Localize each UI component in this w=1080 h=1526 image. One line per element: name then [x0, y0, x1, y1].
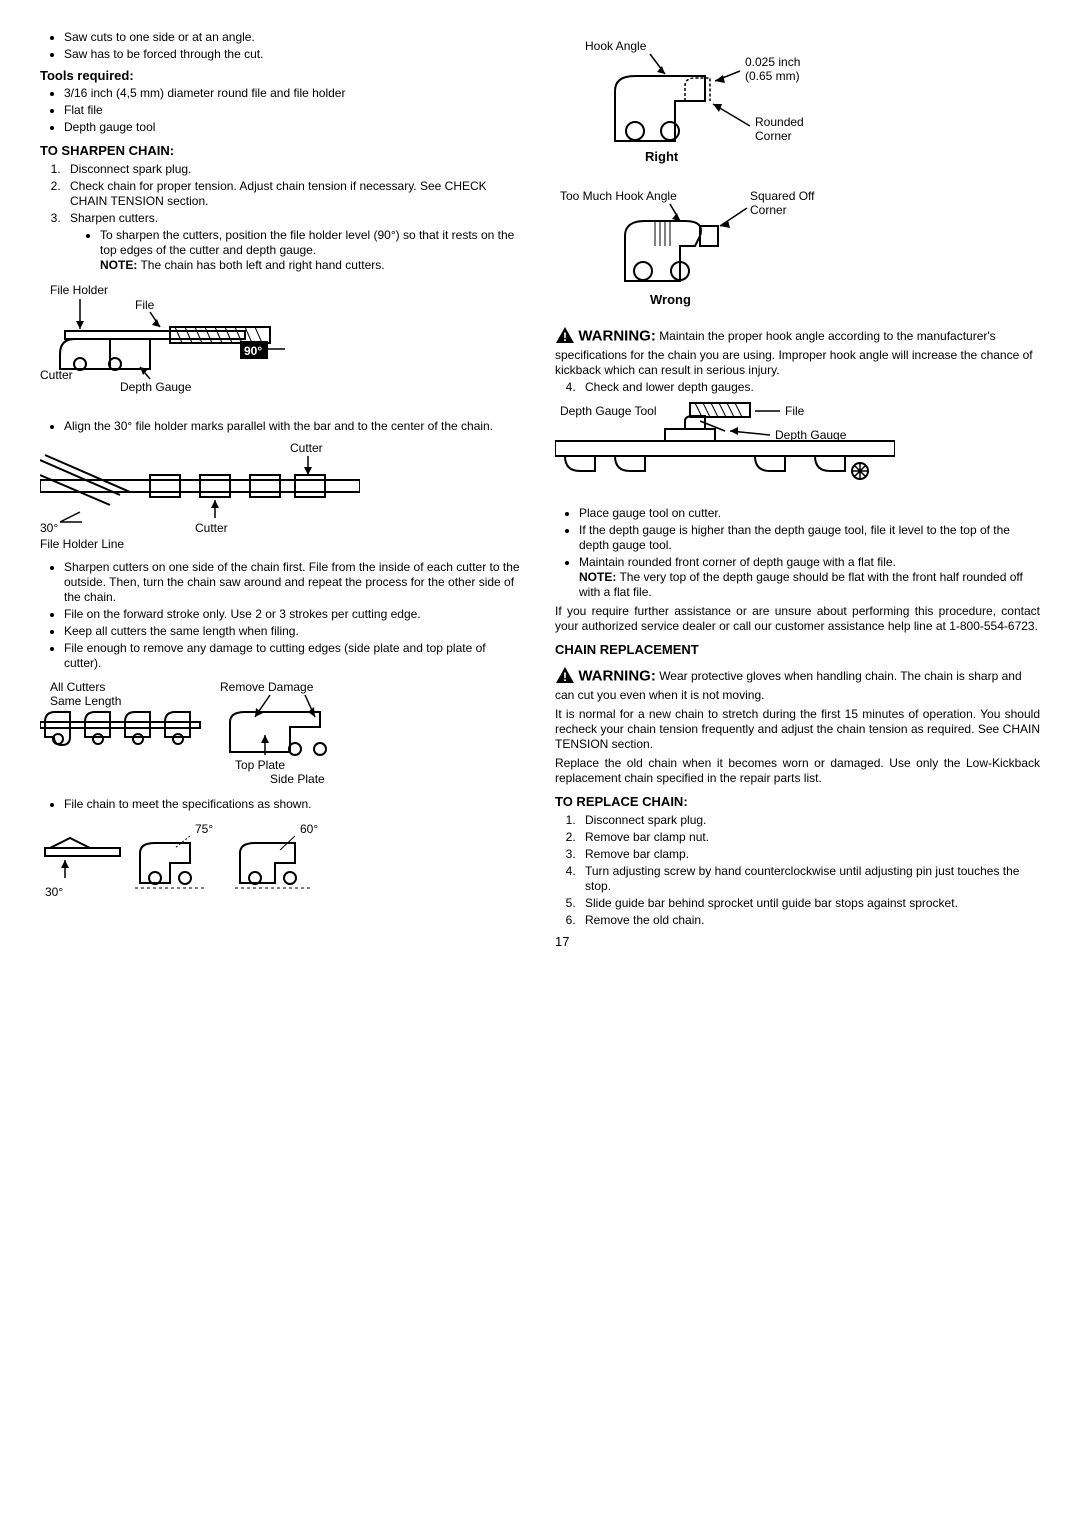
warning-block-2: ! WARNING: Wear protective gloves when h…: [555, 666, 1040, 703]
file-holder-label: File Holder: [50, 283, 108, 297]
chain-top-view-diagram: Cutter Cutter 30° File Holder Line: [40, 440, 525, 550]
list-item: Align the 30° file holder marks parallel…: [64, 419, 525, 434]
file-label: File: [785, 404, 805, 418]
list-item: Turn adjusting screw by hand countercloc…: [579, 864, 1040, 894]
list-item: Disconnect spark plug.: [64, 162, 525, 177]
list-item: Maintain rounded front corner of depth g…: [579, 555, 1040, 600]
bullet-text: Maintain rounded front corner of depth g…: [579, 555, 896, 569]
list-item: If the depth gauge is higher than the de…: [579, 523, 1040, 553]
corner-label: Corner: [755, 129, 792, 143]
page-columns: Saw cuts to one side or at an angle. Saw…: [40, 30, 1040, 950]
list-item: Sharpen cutters on one side of the chain…: [64, 560, 525, 605]
angle-30-label: 30°: [45, 885, 63, 899]
page-number: 17: [555, 934, 1040, 950]
svg-text:!: !: [563, 330, 567, 344]
depth-gauge-label: Depth Gauge: [120, 380, 192, 394]
substep-text: To sharpen the cutters, position the fil…: [100, 228, 514, 257]
align-bullet-list: Align the 30° file holder marks parallel…: [40, 419, 525, 434]
list-item: Check and lower depth gauges.: [579, 380, 1040, 395]
list-item: Remove the old chain.: [579, 913, 1040, 928]
cutter-label: Cutter: [40, 368, 73, 382]
tools-required-heading: Tools required:: [40, 68, 525, 84]
note-label: NOTE:: [100, 258, 137, 272]
same-length-label: Same Length: [50, 694, 121, 708]
list-item: Flat file: [64, 103, 525, 118]
too-much-label: Too Much Hook Angle: [560, 189, 677, 203]
list-item: File enough to remove any damage to cutt…: [64, 641, 525, 671]
rounded-label: Rounded: [755, 115, 804, 129]
file-holder-diagram: File Holder File 90° Cutter Depth Gauge: [40, 279, 525, 409]
warning-icon: !: [555, 326, 575, 348]
list-item: Place gauge tool on cutter.: [579, 506, 1040, 521]
warning-block: ! WARNING: Maintain the proper hook angl…: [555, 326, 1040, 378]
depth-gauge-label: Depth Gauge: [775, 428, 847, 442]
list-item: Sharpen cutters. To sharpen the cutters,…: [64, 211, 525, 273]
warning-label: WARNING:: [578, 328, 656, 345]
list-item: Remove bar clamp nut.: [579, 830, 1040, 845]
angle-90-label: 90°: [244, 344, 262, 358]
wrong-hook-angle-diagram: Too Much Hook Angle Squared Off Corner W…: [555, 186, 1040, 316]
file-spec-bullet: File chain to meet the specifications as…: [40, 797, 525, 812]
depth-gauge-tool-diagram: Depth Gauge Tool File Depth Gauge: [555, 401, 1040, 496]
list-item: Disconnect spark plug.: [579, 813, 1040, 828]
cutters-length-diagram: All Cutters Same Length Remove Damage To…: [40, 677, 525, 787]
list-item: Depth gauge tool: [64, 120, 525, 135]
all-cutters-label: All Cutters: [50, 680, 105, 694]
sharpen-detail-bullets: Sharpen cutters on one side of the chain…: [40, 560, 525, 671]
measure-mm-label: (0.65 mm): [745, 69, 800, 83]
right-hook-angle-diagram: Hook Angle 0.025 inch (0.65 mm) Rounded …: [555, 36, 1040, 176]
right-column: Hook Angle 0.025 inch (0.65 mm) Rounded …: [555, 30, 1040, 950]
list-item: Check chain for proper tension. Adjust c…: [64, 179, 525, 209]
note-text: The very top of the depth gauge should b…: [579, 570, 1023, 599]
replace-steps-list: Disconnect spark plug. Remove bar clamp …: [555, 813, 1040, 928]
svg-text:!: !: [563, 670, 567, 684]
warning-icon: !: [555, 666, 575, 688]
step-4-list: Check and lower depth gauges.: [555, 380, 1040, 395]
remove-damage-label: Remove Damage: [220, 680, 314, 694]
replace-paragraph: Replace the old chain when it becomes wo…: [555, 756, 1040, 786]
depth-gauge-bullets: Place gauge tool on cutter. If the depth…: [555, 506, 1040, 600]
list-item: Remove bar clamp.: [579, 847, 1040, 862]
wrong-label: Wrong: [650, 292, 691, 307]
note-label: NOTE:: [579, 570, 616, 584]
list-item: File chain to meet the specifications as…: [64, 797, 525, 812]
side-plate-label: Side Plate: [270, 772, 325, 786]
file-label: File: [135, 298, 155, 312]
cutter-label: Cutter: [290, 441, 323, 455]
right-label: Right: [645, 149, 679, 164]
sharpen-steps-list: Disconnect spark plug. Check chain for p…: [40, 162, 525, 273]
corner-label: Corner: [750, 203, 787, 217]
list-item: Saw cuts to one side or at an angle.: [64, 30, 525, 45]
list-item: Keep all cutters the same length when fi…: [64, 624, 525, 639]
list-item: 3/16 inch (4,5 mm) diameter round file a…: [64, 86, 525, 101]
squared-off-label: Squared Off: [750, 189, 815, 203]
list-item: To sharpen the cutters, position the fil…: [100, 228, 525, 273]
cutter-label-2: Cutter: [195, 521, 228, 535]
left-column: Saw cuts to one side or at an angle. Saw…: [40, 30, 525, 950]
top-plate-label: Top Plate: [235, 758, 285, 772]
intro-bullet-list: Saw cuts to one side or at an angle. Saw…: [40, 30, 525, 62]
tools-bullet-list: 3/16 inch (4,5 mm) diameter round file a…: [40, 86, 525, 135]
replace-chain-heading: TO REPLACE CHAIN:: [555, 794, 1040, 810]
assistance-paragraph: If you require further assistance or are…: [555, 604, 1040, 634]
note-text: The chain has both left and right hand c…: [137, 258, 384, 272]
warning-label: WARNING:: [578, 668, 656, 685]
list-item: Saw has to be forced through the cut.: [64, 47, 525, 62]
angle-30-label: 30°: [40, 521, 58, 535]
list-item: Slide guide bar behind sprocket until gu…: [579, 896, 1040, 911]
depth-gauge-tool-label: Depth Gauge Tool: [560, 404, 657, 418]
stretch-paragraph: It is normal for a new chain to stretch …: [555, 707, 1040, 752]
step-text: Sharpen cutters.: [70, 211, 158, 225]
file-holder-line-label: File Holder Line: [40, 537, 124, 550]
sharpen-chain-heading: TO SHARPEN CHAIN:: [40, 143, 525, 159]
list-item: File on the forward stroke only. Use 2 o…: [64, 607, 525, 622]
angle-spec-diagram: 30° 75° 60°: [40, 818, 525, 908]
measure-label: 0.025 inch: [745, 55, 800, 69]
hook-angle-label: Hook Angle: [585, 39, 647, 53]
chain-replacement-heading: CHAIN REPLACEMENT: [555, 642, 1040, 658]
angle-75-label: 75°: [195, 822, 213, 836]
angle-60-label: 60°: [300, 822, 318, 836]
